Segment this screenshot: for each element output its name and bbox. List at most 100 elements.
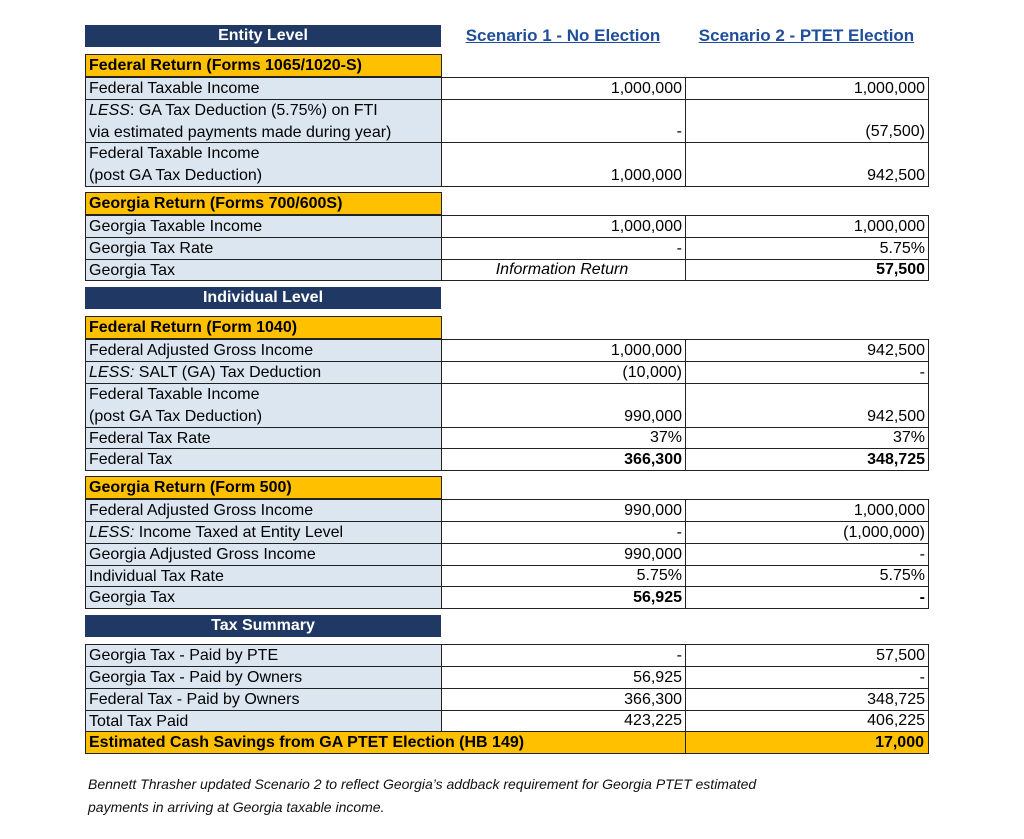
value-cell: (1,000,000) — [685, 521, 929, 544]
value-cell: 1,000,000 — [685, 77, 929, 100]
label-line: LESS: GA Tax Deduction (5.75%) on FTI — [89, 100, 441, 122]
row-label: Georgia Tax — [85, 258, 442, 282]
label-text: SALT (GA) Tax Deduction — [134, 364, 322, 382]
label-text: Federal Tax - Paid by Owners — [89, 690, 300, 708]
label-line: Georgia Tax Rate — [89, 238, 441, 260]
label-line: Georgia Tax — [89, 260, 441, 282]
value-cell: 1,000,000 — [441, 339, 686, 363]
label-text: Federal Adjusted Gross Income — [89, 502, 314, 520]
value-cell: 5.75% — [685, 564, 929, 588]
row-label: Georgia Tax — [85, 586, 442, 610]
row-label: Georgia Taxable Income — [85, 215, 442, 238]
value-cell: 990,000 — [441, 383, 686, 428]
value: (57,500) — [865, 123, 925, 141]
value-cell: - — [685, 542, 929, 566]
value-cell: 56,925 — [441, 666, 686, 689]
value: - — [676, 646, 682, 664]
value: 942,500 — [867, 407, 925, 425]
row-label: Federal Tax Rate — [85, 426, 442, 450]
value-cell: 366,300 — [441, 687, 686, 711]
label-text: Georgia Tax Rate — [89, 239, 214, 257]
value: 366,300 — [624, 451, 682, 469]
value-cell: 1,000,000 — [441, 215, 686, 238]
label-text: Georgia Tax - Paid by PTE — [89, 647, 279, 665]
label-line: Federal Taxable Income — [89, 384, 441, 406]
value: 57,500 — [876, 261, 925, 279]
row-label: Federal Adjusted Gross Income — [85, 339, 442, 363]
value: 56,925 — [633, 589, 682, 607]
value: 5.75% — [636, 567, 682, 585]
label-text: Federal Tax — [89, 451, 173, 469]
value-cell: 37% — [685, 426, 929, 450]
value: 37% — [892, 429, 925, 447]
value: - — [919, 589, 925, 607]
value-cell: - — [441, 236, 686, 260]
value-cell: 1,000,000 — [685, 215, 929, 238]
value-cell: 348,725 — [685, 448, 929, 472]
label-lead: LESS: — [89, 524, 135, 541]
value: - — [676, 123, 682, 141]
value-cell: 406,225 — [685, 709, 929, 733]
value: 366,300 — [624, 690, 682, 708]
label-line: Georgia Tax — [89, 587, 441, 609]
row-label: LESS: SALT (GA) Tax Deduction — [85, 361, 442, 384]
value: - — [919, 363, 925, 381]
label-text: via estimated payments made during year) — [89, 123, 392, 141]
value-cell: - — [441, 521, 686, 544]
value: 348,725 — [867, 690, 925, 708]
value: 406,225 — [867, 712, 925, 730]
label-line: Federal Taxable Income — [89, 78, 441, 100]
label-text: Federal Adjusted Gross Income — [89, 342, 314, 360]
row-label: Federal Taxable Income — [85, 77, 442, 100]
section-title: Georgia Return (Forms 700/600S) — [85, 192, 442, 215]
label-line: Georgia Adjusted Gross Income — [89, 544, 441, 566]
value: 990,000 — [624, 407, 682, 425]
value-cell: 1,000,000 — [441, 142, 686, 187]
value-cell: 1,000,000 — [685, 499, 929, 522]
value-cell: - — [441, 98, 686, 144]
row-label: Georgia Adjusted Gross Income — [85, 542, 442, 566]
value-cell: 5.75% — [441, 564, 686, 588]
row-label: LESS: GA Tax Deduction (5.75%) on FTI via… — [85, 98, 442, 144]
value: 5.75% — [879, 567, 925, 585]
section-title: Federal Return (Forms 1065/1020-S) — [85, 54, 442, 77]
value-cell: 942,500 — [685, 339, 929, 363]
value: 1,000,000 — [853, 501, 925, 519]
value-cell: Information Return — [441, 258, 686, 282]
value-cell: 37% — [441, 426, 686, 450]
value: 1,000,000 — [610, 166, 682, 184]
value-cell: - — [685, 586, 929, 610]
label-line: (post GA Tax Deduction) — [89, 165, 441, 187]
scenario-header: Scenario 2 - PTET Election — [698, 26, 915, 45]
label-text: Federal Taxable Income — [89, 80, 260, 97]
label-text: : GA Tax Deduction (5.75%) on FTI — [129, 101, 378, 119]
value: 56,925 — [633, 668, 682, 686]
row-label: Federal Tax — [85, 448, 442, 472]
total-row: Estimated Cash Savings from GA PTET Elec… — [85, 731, 929, 755]
label-lead: LESS — [89, 101, 130, 119]
value-cell: 57,500 — [685, 644, 929, 667]
row-label: Georgia Tax - Paid by Owners — [85, 666, 442, 689]
label-line: Federal Adjusted Gross Income — [89, 340, 441, 362]
value: 990,000 — [624, 501, 682, 519]
label-line: Federal Tax - Paid by Owners — [89, 689, 441, 711]
footnote: Bennett Thrasher updated Scenario 2 to r… — [88, 776, 757, 792]
section-title: Georgia Return (Form 500) — [85, 476, 442, 500]
row-label: LESS: Income Taxed at Entity Level — [85, 521, 442, 544]
label-line: Federal Tax Rate — [89, 428, 441, 450]
label-text: Federal Taxable Income — [89, 386, 260, 403]
label-text: Total Tax Paid — [89, 712, 189, 730]
value: Information Return — [495, 261, 629, 279]
value-cell: 5.75% — [685, 236, 929, 260]
row-label: Georgia Tax - Paid by PTE — [85, 644, 442, 667]
value: 1,000,000 — [853, 217, 925, 235]
label-line: Federal Tax — [89, 449, 441, 471]
row-label: Individual Tax Rate — [85, 564, 442, 588]
section-banner: Entity Level — [85, 25, 441, 47]
footnote: payments in arriving at Georgia taxable … — [88, 799, 385, 815]
value: 423,225 — [624, 712, 682, 730]
label-text: Federal Taxable Income — [89, 145, 260, 163]
label-line: Georgia Tax - Paid by PTE — [89, 645, 441, 667]
section-banner: Tax Summary — [85, 615, 441, 638]
